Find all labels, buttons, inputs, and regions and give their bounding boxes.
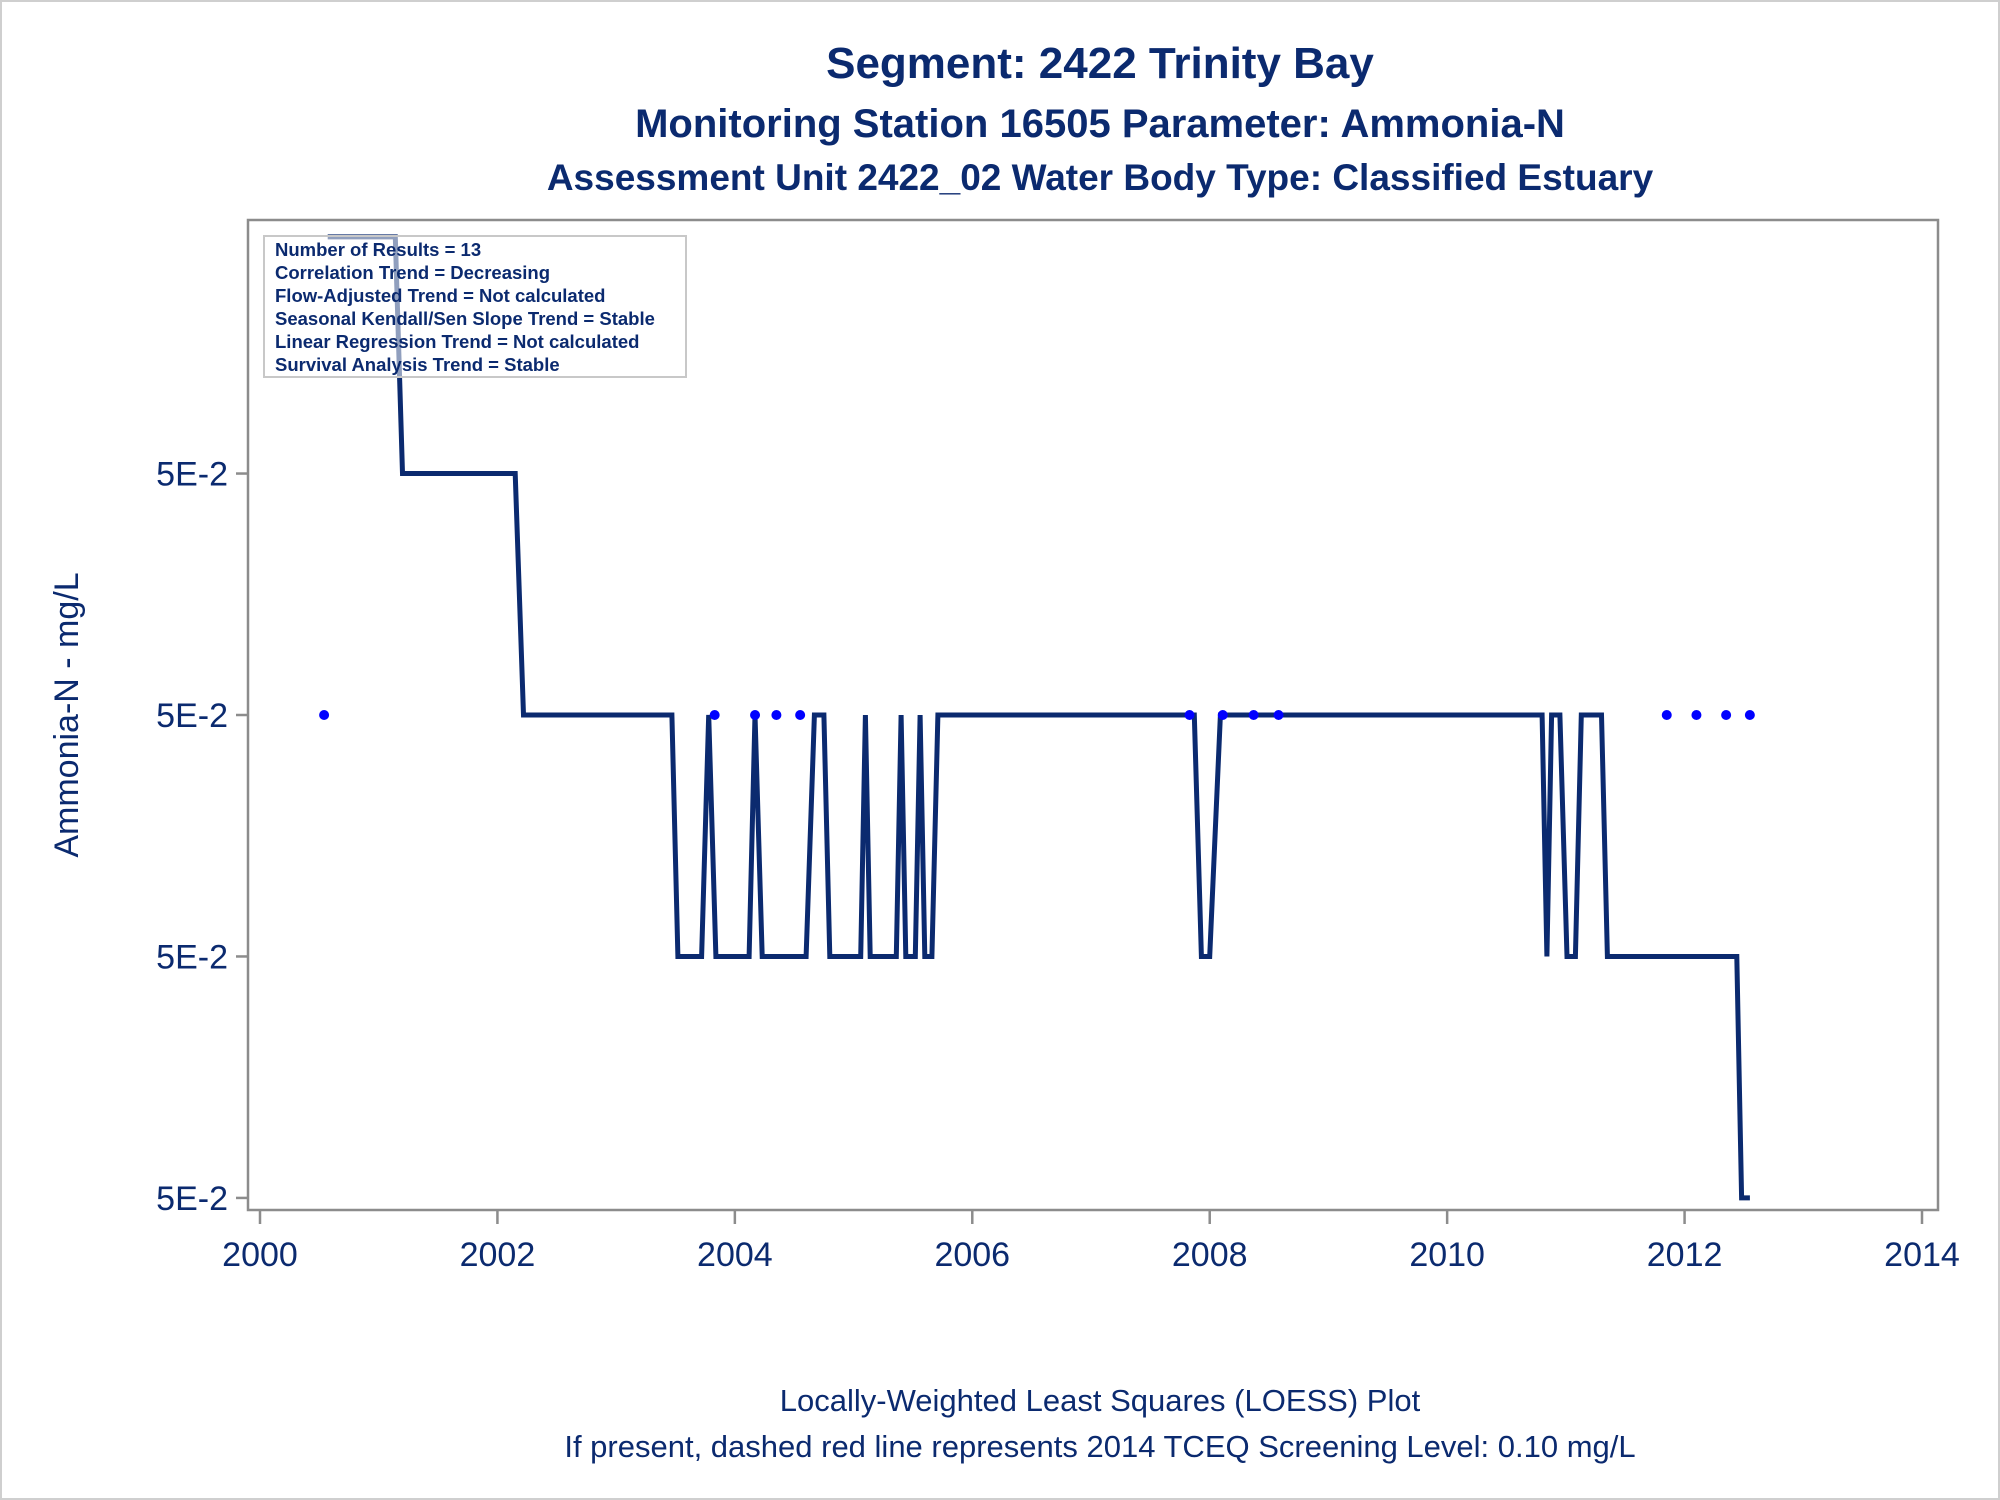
data-point <box>795 710 806 720</box>
stats-box-frame <box>263 235 687 378</box>
data-point <box>1691 710 1702 720</box>
y-tick-label: 5E-2 <box>156 456 228 494</box>
data-point <box>1273 710 1284 720</box>
x-tick-label: 2008 <box>1172 1236 1248 1274</box>
x-tick-label: 2012 <box>1647 1236 1723 1274</box>
y-axis: 5E-2 5E-2 5E-2 5E-2 <box>156 456 248 1218</box>
data-point <box>1248 710 1259 720</box>
x-tick-label: 2004 <box>697 1236 773 1274</box>
plot-series <box>319 234 1755 1201</box>
data-point <box>1721 710 1732 720</box>
footnote-1: Locally-Weighted Least Squares (LOESS) P… <box>780 1383 1421 1418</box>
stats-line-5: Linear Regression Trend = Not calculated <box>275 331 639 352</box>
chart-subtitle: Monitoring Station 16505 Parameter: Ammo… <box>635 102 1565 146</box>
data-point <box>771 710 782 720</box>
loess-line <box>327 234 1750 1201</box>
stats-line-4: Seasonal Kendall/Sen Slope Trend = Stabl… <box>275 308 655 329</box>
stats-line-1: Number of Results = 13 <box>275 239 481 260</box>
x-tick-label: 2010 <box>1409 1236 1485 1274</box>
data-point <box>750 710 761 720</box>
y-axis-label: Ammonia-N - mg/L <box>48 572 86 857</box>
chart-subtitle-2: Assessment Unit 2422_02 Water Body Type:… <box>547 157 1654 198</box>
stats-box: Number of Results = 13 Correlation Trend… <box>263 235 687 378</box>
chart-title: Segment: 2422 Trinity Bay <box>826 39 1374 88</box>
data-point <box>1184 710 1195 720</box>
y-tick-label: 5E-2 <box>156 697 228 735</box>
x-tick-label: 2000 <box>222 1236 298 1274</box>
x-tick-label: 2002 <box>460 1236 536 1274</box>
x-tick-label: 2006 <box>934 1236 1010 1274</box>
stats-line-2: Correlation Trend = Decreasing <box>275 262 550 283</box>
x-axis: 2000 2002 2004 2006 2008 2010 2012 2014 <box>222 1210 1960 1274</box>
data-point <box>319 710 330 720</box>
x-tick-label: 2014 <box>1884 1236 1960 1274</box>
data-point <box>1217 710 1228 720</box>
data-point <box>709 710 720 720</box>
stats-line-3: Flow-Adjusted Trend = Not calculated <box>275 285 605 306</box>
footnote-2: If present, dashed red line represents 2… <box>564 1429 1635 1464</box>
y-tick-label: 5E-2 <box>156 1180 228 1218</box>
data-point <box>1744 710 1755 720</box>
y-tick-label: 5E-2 <box>156 938 228 976</box>
stats-line-6: Survival Analysis Trend = Stable <box>275 354 560 375</box>
data-point <box>1661 710 1672 720</box>
